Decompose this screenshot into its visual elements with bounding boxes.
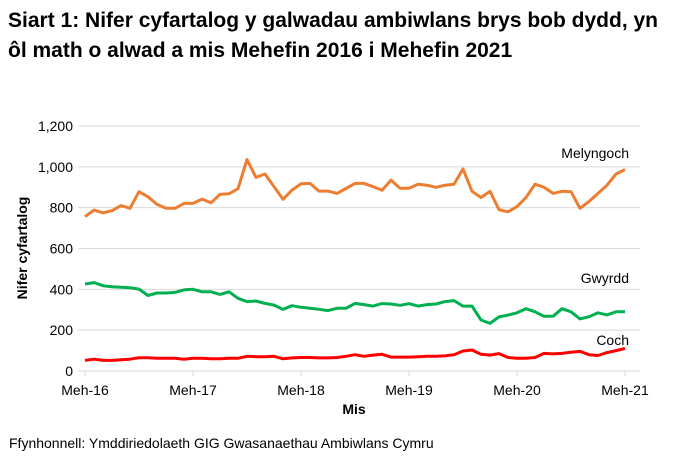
source-note: Ffynhonnell: Ymddiriedolaeth GIG Gwasana… [9,435,434,451]
y-tick-label: 400 [50,281,74,297]
series-line-coch [84,347,626,362]
y-tick-label: 0 [65,363,73,379]
series-line-melyngoch [84,158,626,218]
x-tick-label: Meh-18 [277,382,325,398]
series-label: Gwyrdd [581,270,629,286]
x-tick-label: Meh-17 [169,382,217,398]
x-tick-label: Meh-21 [601,382,649,398]
y-tick-label: 1,200 [38,118,73,134]
x-tick-label: Meh-20 [493,382,541,398]
y-tick-label: 800 [50,200,74,216]
y-tick-label: 1,000 [38,159,73,175]
x-axis-label: Mis [342,401,366,417]
series-line-gwyrdd [84,281,625,325]
y-axis-label: Nifer cyfartalog [14,197,30,300]
series-label: Melyngoch [561,145,629,161]
y-tick-label: 200 [50,322,74,338]
x-tick-label: Meh-19 [385,382,433,398]
series-label: Coch [596,332,629,348]
y-tick-label: 600 [50,241,74,257]
x-tick-label: Meh-16 [61,382,109,398]
chart-title: Siart 1: Nifer cyfartalog y galwadau amb… [8,9,658,62]
